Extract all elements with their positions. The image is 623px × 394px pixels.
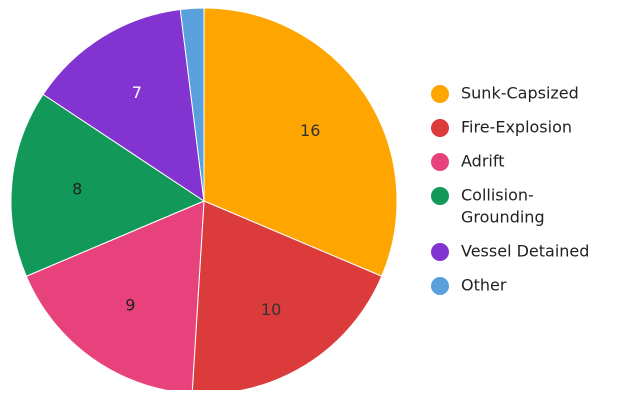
legend-item-sunk-capsized[interactable]: Sunk-Capsized (431, 84, 579, 104)
pie-slice-label-collision-grounding: 8 (72, 180, 82, 199)
legend-circle-marker-icon (431, 119, 449, 137)
pie-slice-label-fire-explosion: 10 (261, 300, 281, 319)
legend-circle-marker-icon (431, 85, 449, 103)
pie-slice-sunk-capsized[interactable] (203, 7, 398, 277)
legend-label: Adrift (461, 152, 504, 171)
pie-slice-other[interactable] (179, 7, 205, 202)
legend-circle-marker-icon (431, 187, 449, 205)
legend-label: Collision- (461, 186, 534, 205)
legend: Sunk-Capsized Fire-Explosion Adrift Collisi… (431, 84, 589, 296)
legend-label: Vessel Detained (461, 242, 589, 261)
legend-label: Grounding (461, 208, 545, 227)
legend-item-vessel-detained[interactable]: Vessel Detained (431, 242, 589, 262)
legend-circle-marker-icon (431, 277, 449, 295)
legend-item-adrift[interactable]: Adrift (431, 152, 504, 172)
pie-slice-vessel-detained[interactable] (42, 8, 205, 203)
legend-circle-marker-icon (431, 243, 449, 261)
legend-circle-marker-icon (431, 153, 449, 171)
pie-slice-label-adrift: 9 (125, 296, 135, 315)
pie-slices (10, 7, 398, 394)
pie-slice-collision-grounding[interactable] (10, 93, 206, 277)
pie-slice-label-sunk-capsized: 16 (300, 121, 320, 140)
legend-label: Other (461, 276, 507, 295)
pie-slice-label-vessel-detained: 7 (132, 83, 142, 102)
pie-slice-labels: 16 10 9 8 7 (72, 83, 320, 319)
legend-label: Sunk-Capsized (461, 84, 579, 103)
legend-item-fire-explosion[interactable]: Fire-Explosion (431, 118, 572, 138)
legend-item-other[interactable]: Other (431, 276, 507, 296)
legend-label: Fire-Explosion (461, 118, 572, 137)
legend-item-collision-grounding[interactable]: Collision- Grounding (431, 186, 545, 227)
